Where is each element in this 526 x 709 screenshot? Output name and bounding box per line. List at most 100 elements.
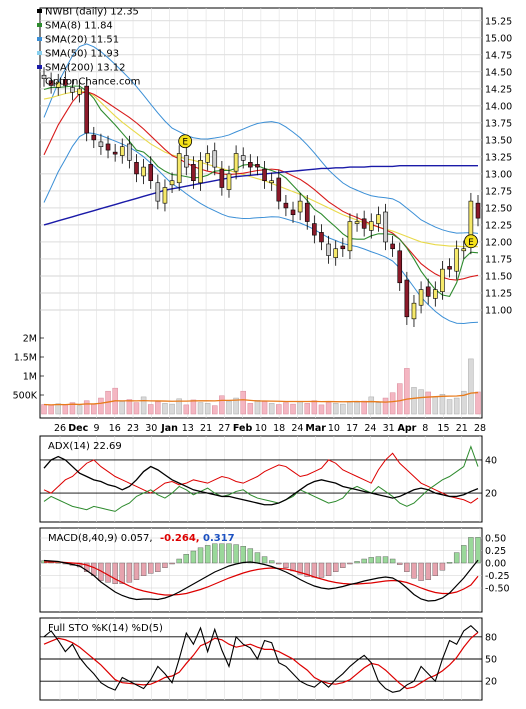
candle-body xyxy=(290,209,296,216)
macd-histogram-bar xyxy=(446,562,453,564)
volume-bar xyxy=(411,387,417,415)
macd-histogram-value: 0.317 xyxy=(203,533,235,544)
macd-histogram-bar xyxy=(212,543,218,564)
candle-body xyxy=(447,266,452,270)
macd-histogram-bar xyxy=(304,562,310,577)
macd-histogram-bar xyxy=(432,562,439,577)
macd-histogram-bar xyxy=(425,562,431,580)
volume-bar xyxy=(283,402,289,415)
candle-body xyxy=(105,143,111,151)
sto-tick-label: 50 xyxy=(485,655,497,666)
macd-histogram-bar xyxy=(325,562,332,577)
macd-tick-label: 0.25 xyxy=(485,546,506,557)
volume-bar xyxy=(233,397,239,415)
earnings-marker-label: E xyxy=(182,138,188,148)
macd-histogram-bar xyxy=(418,562,424,581)
candle-body xyxy=(312,223,317,236)
macd-histogram-bar xyxy=(361,558,367,564)
macd-histogram-bar xyxy=(83,562,90,573)
adx-line-plusdi xyxy=(43,445,479,512)
candle-body xyxy=(219,168,225,188)
volume-bar xyxy=(290,403,296,415)
candle-body xyxy=(141,166,146,177)
candle-body xyxy=(354,221,360,224)
volume-bar xyxy=(126,399,133,415)
candle-body xyxy=(55,81,61,88)
x-tick-label: 24 xyxy=(291,423,303,434)
legend-label: SMA(50) 11.93 xyxy=(45,49,119,60)
candle-body xyxy=(297,200,303,213)
volume-bar xyxy=(133,402,140,415)
volume-bar xyxy=(432,396,439,415)
volume-bar xyxy=(55,403,61,415)
macd-histogram-bar xyxy=(411,562,417,579)
macd-histogram-bar xyxy=(176,558,182,564)
candle-body xyxy=(248,162,253,168)
adx-legend: ADX(14) 22.69 xyxy=(48,441,122,452)
volume-bar xyxy=(83,400,90,415)
price-tick-label: 14.00 xyxy=(485,101,512,112)
candle-body xyxy=(326,243,331,256)
macd-histogram-bar xyxy=(475,537,481,564)
candle-body xyxy=(212,150,218,168)
candle-body xyxy=(404,279,410,318)
price-tick-label: 13.00 xyxy=(485,169,512,180)
candle-body xyxy=(70,87,75,93)
volume-bar xyxy=(389,392,396,415)
macd-histogram-bar xyxy=(468,537,474,564)
macd-histogram-bar xyxy=(226,543,232,564)
volume-bar xyxy=(375,402,382,415)
price-tick-label: 14.25 xyxy=(485,84,512,95)
price-tick-label: 14.75 xyxy=(485,50,512,61)
macd-histogram-bar xyxy=(190,550,197,564)
x-tick-label: 27 xyxy=(218,423,230,434)
volume-bar xyxy=(91,403,97,415)
candle-body xyxy=(255,164,260,168)
macd-tick-label: 0.50 xyxy=(485,534,506,545)
x-tick-label: Apr xyxy=(398,423,417,434)
volume-bar xyxy=(453,397,460,415)
volume-tick-label: 2M xyxy=(23,334,37,345)
earnings-marker xyxy=(178,134,193,149)
candle-body xyxy=(183,155,189,168)
macd-histogram-bar xyxy=(155,562,161,573)
volume-bar xyxy=(318,404,325,415)
candle-body xyxy=(454,248,459,272)
candle-body xyxy=(269,180,274,184)
candle-body xyxy=(191,164,196,182)
x-tick-label: 10 xyxy=(255,423,267,434)
price-tick-label: 15.00 xyxy=(485,33,512,44)
volume-bar xyxy=(62,404,69,415)
macd-tick-label: -0.25 xyxy=(485,571,510,582)
candle-body xyxy=(176,153,182,184)
legend-label: SMA(20) 11.51 xyxy=(45,35,119,46)
volume-bar xyxy=(261,401,268,415)
macd-tick-label: 0.00 xyxy=(485,559,506,570)
price-tick-label: 15.25 xyxy=(485,16,512,27)
volume-bar xyxy=(254,400,261,415)
candle-body xyxy=(262,168,267,182)
legend-swatch xyxy=(37,51,42,55)
volume-bar xyxy=(226,400,232,415)
volume-tick-label: 1.5M xyxy=(14,353,37,364)
volume-bar xyxy=(425,391,431,415)
price-tick-label: 12.75 xyxy=(485,186,512,197)
macd-histogram-bar xyxy=(333,562,339,573)
candle-body xyxy=(48,80,54,86)
volume-tick-label: 500K xyxy=(13,391,38,402)
candle-body xyxy=(84,85,89,134)
macd-histogram-bar xyxy=(119,562,125,584)
candle-body xyxy=(433,289,438,299)
x-tick-label: 30 xyxy=(145,423,157,434)
candle-body xyxy=(425,286,431,297)
macd-histogram-bar xyxy=(461,545,467,564)
x-tick-label: 9 xyxy=(93,423,99,434)
x-tick-label: 15 xyxy=(437,423,449,434)
volume-bar xyxy=(190,399,197,415)
volume-bar xyxy=(404,368,410,415)
macd-histogram-bar xyxy=(283,562,289,568)
legend-label: SMA(200) 13.12 xyxy=(45,63,126,74)
macd-legend-value: MACD(8,40,9) 0.057, xyxy=(48,533,153,544)
macd-histogram-bar xyxy=(197,547,204,564)
volume-bar xyxy=(418,389,424,415)
